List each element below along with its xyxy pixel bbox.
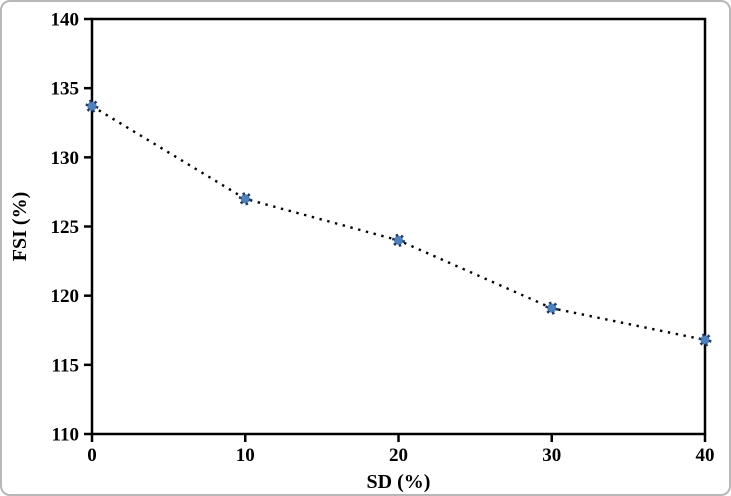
x-tick-label: 40 [696,445,715,466]
data-point-marker [393,235,404,245]
series-dotted-line [91,105,706,342]
y-tick-label: 125 [51,217,80,238]
x-tick-label: 10 [236,445,255,466]
axis-ticks: 110 115 120 125 130 135 140 0 10 20 30 40 [51,10,715,467]
data-series [85,99,712,347]
data-point-marker-edge [238,192,252,206]
data-point-marker-edge [85,99,99,113]
y-tick-label: 140 [51,10,80,31]
plot-border [90,17,707,436]
x-tick-label: 0 [87,445,97,466]
data-point-marker [700,335,710,345]
y-tick-label: 115 [52,355,79,376]
y-axis-title: FSI (%) [9,192,31,261]
x-tick-label: 20 [389,445,408,466]
data-point-marker-edge [391,233,405,247]
y-tick-label: 120 [51,286,80,307]
plot-area-border [90,17,707,436]
data-point-marker [240,194,250,204]
y-tick-label: 135 [51,79,80,100]
data-point-marker [87,101,97,111]
data-point-marker [547,303,557,313]
y-tick-label: 130 [51,148,80,169]
data-point-marker-edge [698,333,712,347]
x-axis-title: SD (%) [367,471,431,493]
y-tick-label: 110 [52,425,79,446]
data-point-marker-edge [545,301,559,315]
x-tick-label: 30 [542,445,561,466]
